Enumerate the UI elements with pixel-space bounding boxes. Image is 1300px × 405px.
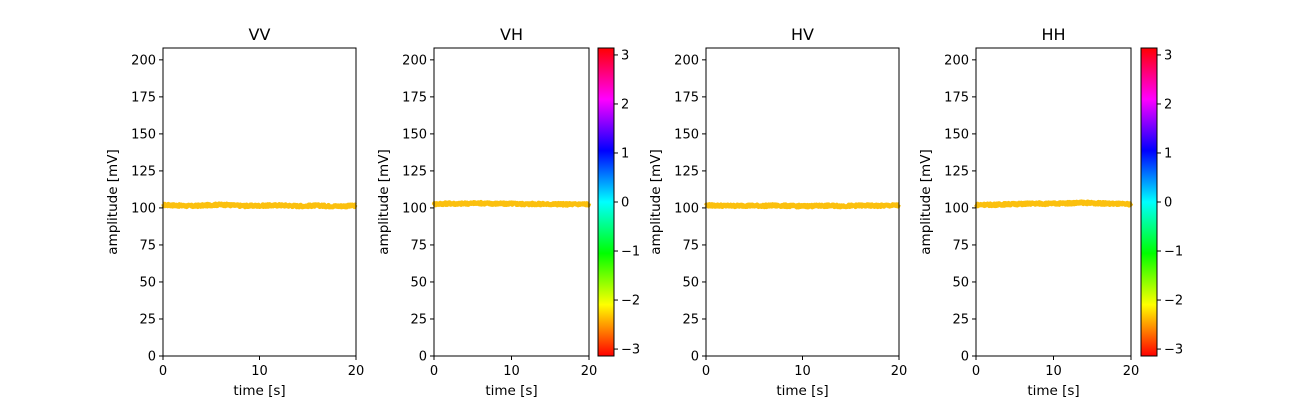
x-axis-label: time [s] [485, 383, 537, 399]
y-tick-label: 150 [131, 127, 156, 142]
colorbar-tick-label: 0 [1164, 196, 1172, 211]
x-axis-label: time [s] [1027, 383, 1079, 399]
y-tick-label: 200 [674, 53, 699, 68]
y-axis-label: amplitude [mV] [376, 149, 392, 254]
plot-area [706, 48, 899, 356]
y-tick-label: 0 [419, 350, 427, 365]
panel-hv: 0 25 50 75 100 125 150 175 200 0 10 20 HV time [s] amp… [648, 25, 907, 399]
x-axis-label: time [s] [233, 383, 285, 399]
panel-title: VH [500, 25, 523, 44]
y-tick-label: 0 [691, 350, 699, 365]
y-tick-label: 125 [944, 164, 969, 179]
y-tick-label: 200 [131, 53, 156, 68]
y-tick-label: 25 [410, 312, 427, 327]
colorbar-tick-label: 1 [1164, 146, 1172, 161]
colorbar-gradient [597, 47, 615, 357]
y-tick-label: 75 [952, 238, 969, 253]
colorbar-tick-label: 2 [1164, 97, 1172, 112]
x-tick-label: 10 [1045, 364, 1062, 379]
y-tick-label: 100 [402, 201, 427, 216]
colorbar-tick-label: −2 [1164, 294, 1183, 309]
y-tick-label: 175 [131, 90, 156, 105]
series-line [431, 199, 592, 208]
panel-vv: 0 25 50 75 100 125 150 175 200 0 10 20 VV time [s] amp… [105, 25, 364, 399]
plot-area [163, 48, 356, 356]
x-tick-label: 0 [159, 364, 167, 379]
colorbar-tick-label: 2 [621, 97, 629, 112]
colorbar-tick-label: −3 [621, 343, 640, 358]
x-axis-label: time [s] [776, 383, 828, 399]
x-tick-label: 20 [348, 364, 365, 379]
colorbar-tick-label: 3 [621, 48, 629, 63]
y-tick-label: 25 [682, 312, 699, 327]
x-tick-label: 0 [702, 364, 710, 379]
colorbar-gradient [1140, 47, 1158, 357]
x-tick-label: 20 [891, 364, 908, 379]
x-tick-label: 0 [430, 364, 438, 379]
y-tick-label: 200 [402, 53, 427, 68]
y-tick-label: 175 [402, 90, 427, 105]
panel-title: HV [791, 25, 814, 44]
y-tick-label: 25 [952, 312, 969, 327]
colorbar-tick-label: −2 [621, 294, 640, 309]
y-tick-label: 150 [944, 127, 969, 142]
panel-title: VV [249, 25, 271, 44]
y-tick-label: 125 [131, 164, 156, 179]
y-tick-label: 100 [944, 201, 969, 216]
y-tick-label: 75 [410, 238, 427, 253]
y-axis-label: amplitude [mV] [648, 149, 664, 254]
colorbar-tick-label: 3 [1164, 48, 1172, 63]
series-line [704, 202, 901, 210]
y-axis-label: amplitude [mV] [105, 149, 121, 254]
y-axis-label: amplitude [mV] [918, 149, 934, 254]
y-tick-label: 175 [674, 90, 699, 105]
x-tick-label: 10 [794, 364, 811, 379]
y-tick-label: 150 [674, 127, 699, 142]
y-tick-label: 150 [402, 127, 427, 142]
x-tick-label: 0 [972, 364, 980, 379]
y-tick-label: 0 [148, 350, 156, 365]
y-tick-label: 25 [139, 312, 156, 327]
y-tick-label: 0 [961, 350, 969, 365]
series-line [161, 201, 358, 210]
y-tick-label: 50 [682, 275, 699, 290]
y-tick-label: 50 [139, 275, 156, 290]
series-line [974, 199, 1134, 209]
x-tick-label: 10 [503, 364, 520, 379]
y-tick-label: 50 [952, 275, 969, 290]
y-tick-label: 75 [682, 238, 699, 253]
colorbar: 3 2 1 0 −1 −2 −3 [597, 47, 640, 358]
x-tick-label: 10 [251, 364, 268, 379]
y-tick-label: 100 [131, 201, 156, 216]
colorbar-tick-label: 1 [621, 146, 629, 161]
colorbar-tick-label: −1 [621, 245, 640, 260]
y-tick-label: 100 [674, 201, 699, 216]
x-tick-label: 20 [581, 364, 598, 379]
panel-title: HH [1041, 25, 1065, 44]
colorbar-tick-label: −1 [1164, 245, 1183, 260]
colorbar-tick-label: −3 [1164, 343, 1183, 358]
x-tick-label: 20 [1123, 364, 1140, 379]
y-tick-label: 125 [402, 164, 427, 179]
y-tick-label: 200 [944, 53, 969, 68]
y-tick-label: 175 [944, 90, 969, 105]
y-tick-label: 50 [410, 275, 427, 290]
colorbar-tick-label: 0 [621, 196, 629, 211]
y-tick-label: 125 [674, 164, 699, 179]
colorbar: 3 2 1 0 −1 −2 −3 [1140, 47, 1183, 358]
y-tick-label: 75 [139, 238, 156, 253]
